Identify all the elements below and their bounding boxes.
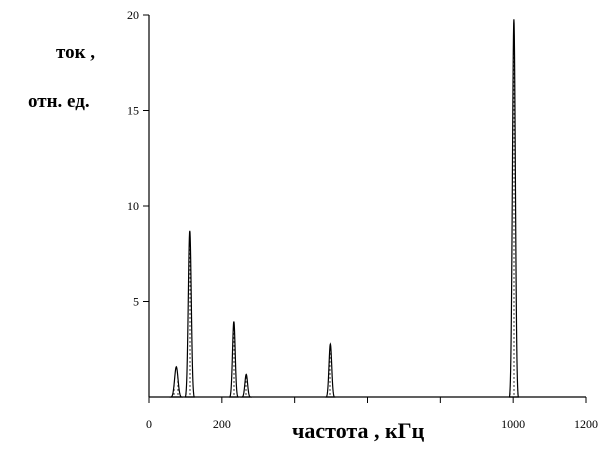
- peak-4: [240, 373, 253, 398]
- axes-layer: [148, 15, 586, 398]
- x-tick-label-1000: 1000: [501, 417, 525, 431]
- y-tick-label-10: 10: [127, 199, 139, 213]
- y-axis-label-line-1: ток ,: [56, 42, 96, 63]
- peak-3: [228, 321, 239, 398]
- x-axis-label: частота , кГц: [292, 418, 425, 443]
- peak-1: [169, 365, 184, 398]
- peaks-layer: [169, 19, 519, 398]
- ticks-layer: 0 200 1000 1200 5 10 15 20: [127, 8, 598, 431]
- y-tick-label-5: 5: [133, 295, 139, 309]
- x-tick-label-1200: 1200: [574, 417, 598, 431]
- x-tick-label-200: 200: [213, 417, 231, 431]
- x-tick-label-0: 0: [146, 417, 152, 431]
- y-tick-label-15: 15: [127, 104, 139, 118]
- peak-6: [508, 19, 519, 398]
- y-tick-label-20: 20: [127, 8, 139, 22]
- y-axis-label-line-2: отн. ед.: [28, 91, 90, 112]
- peak-5: [325, 342, 336, 398]
- peak-2: [184, 230, 195, 398]
